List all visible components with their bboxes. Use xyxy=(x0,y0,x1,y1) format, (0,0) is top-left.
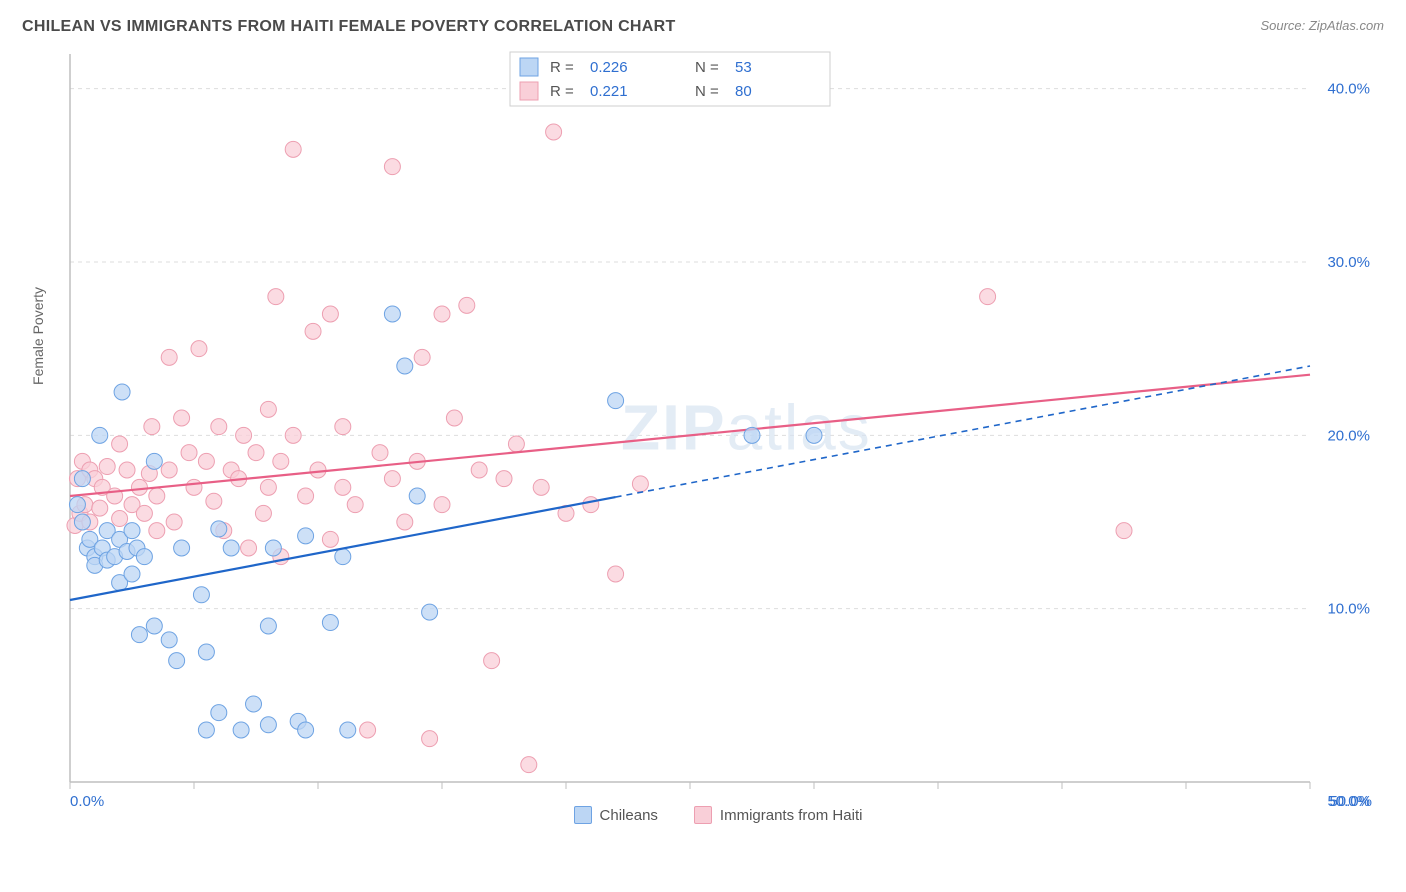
swatch-chileans xyxy=(574,806,592,824)
legend-bottom: Chileans Immigrants from Haiti xyxy=(60,800,1376,824)
legend-item-haiti: Immigrants from Haiti xyxy=(694,806,863,824)
svg-text:N =: N = xyxy=(695,83,719,100)
chart-title: CHILEAN VS IMMIGRANTS FROM HAITI FEMALE … xyxy=(22,18,676,36)
legend-label-chileans: Chileans xyxy=(600,807,658,824)
y-axis-label: Female Poverty xyxy=(30,287,46,385)
svg-text:53: 53 xyxy=(735,59,752,76)
svg-text:30.0%: 30.0% xyxy=(1327,254,1370,271)
svg-text:10.0%: 10.0% xyxy=(1327,601,1370,618)
svg-text:0.221: 0.221 xyxy=(590,83,628,100)
svg-text:N =: N = xyxy=(695,59,719,76)
svg-text:ZIPatlas: ZIPatlas xyxy=(621,392,872,464)
legend-label-haiti: Immigrants from Haiti xyxy=(720,807,863,824)
chart-source: Source: ZipAtlas.com xyxy=(1260,18,1384,33)
chart-container: CHILEAN VS IMMIGRANTS FROM HAITI FEMALE … xyxy=(0,0,1406,892)
chart-header: CHILEAN VS IMMIGRANTS FROM HAITI FEMALE … xyxy=(22,18,1384,36)
legend-item-chileans: Chileans xyxy=(574,806,658,824)
plot-wrapper: Female Poverty 10.0%20.0%30.0%40.0%ZIPat… xyxy=(60,44,1376,824)
scatter-plot: 10.0%20.0%30.0%40.0%ZIPatlas0.0%50.0%50.… xyxy=(60,44,1380,824)
swatch-haiti xyxy=(694,806,712,824)
svg-text:R =: R = xyxy=(550,59,574,76)
svg-text:R =: R = xyxy=(550,83,574,100)
svg-text:80: 80 xyxy=(735,83,752,100)
svg-text:40.0%: 40.0% xyxy=(1327,81,1370,98)
svg-text:20.0%: 20.0% xyxy=(1327,427,1370,444)
svg-text:0.226: 0.226 xyxy=(590,59,628,76)
